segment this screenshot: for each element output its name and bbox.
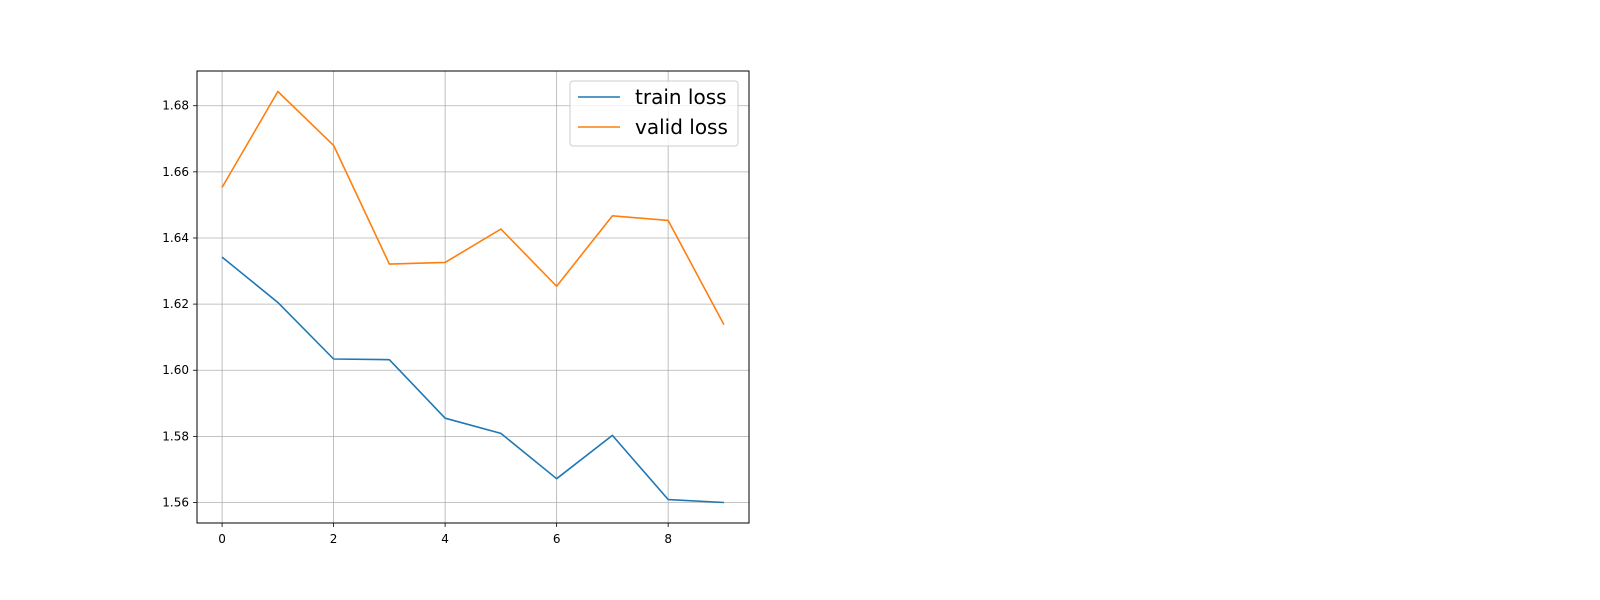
y-tick-label: 1.60 (162, 363, 189, 377)
train-loss-line (221, 256, 724, 504)
x-tick-label: 8 (664, 532, 672, 546)
plot-lines (221, 90, 725, 504)
valid-loss-line (221, 90, 725, 325)
legend-label-train-loss: train loss (635, 85, 727, 109)
grid (197, 71, 749, 523)
y-tick-label: 1.58 (162, 429, 189, 443)
y-tick-label: 1.56 (162, 495, 189, 509)
x-tick-label: 4 (441, 532, 449, 546)
x-tick-label: 0 (218, 532, 226, 546)
x-tick-label: 2 (330, 532, 338, 546)
legend-label-valid-loss: valid loss (635, 115, 728, 139)
axis-ticks: 0 2 4 6 8 1.56 1.58 1.60 1.62 1.64 1.66 1.68 (162, 99, 672, 546)
x-tick-label: 6 (553, 532, 561, 546)
y-tick-label: 1.68 (162, 99, 189, 113)
legend: train loss valid loss (569, 80, 739, 147)
y-tick-label: 1.62 (162, 297, 189, 311)
axes-frame (196, 70, 750, 524)
y-tick-label: 1.64 (162, 231, 189, 245)
y-tick-label: 1.66 (162, 165, 189, 179)
